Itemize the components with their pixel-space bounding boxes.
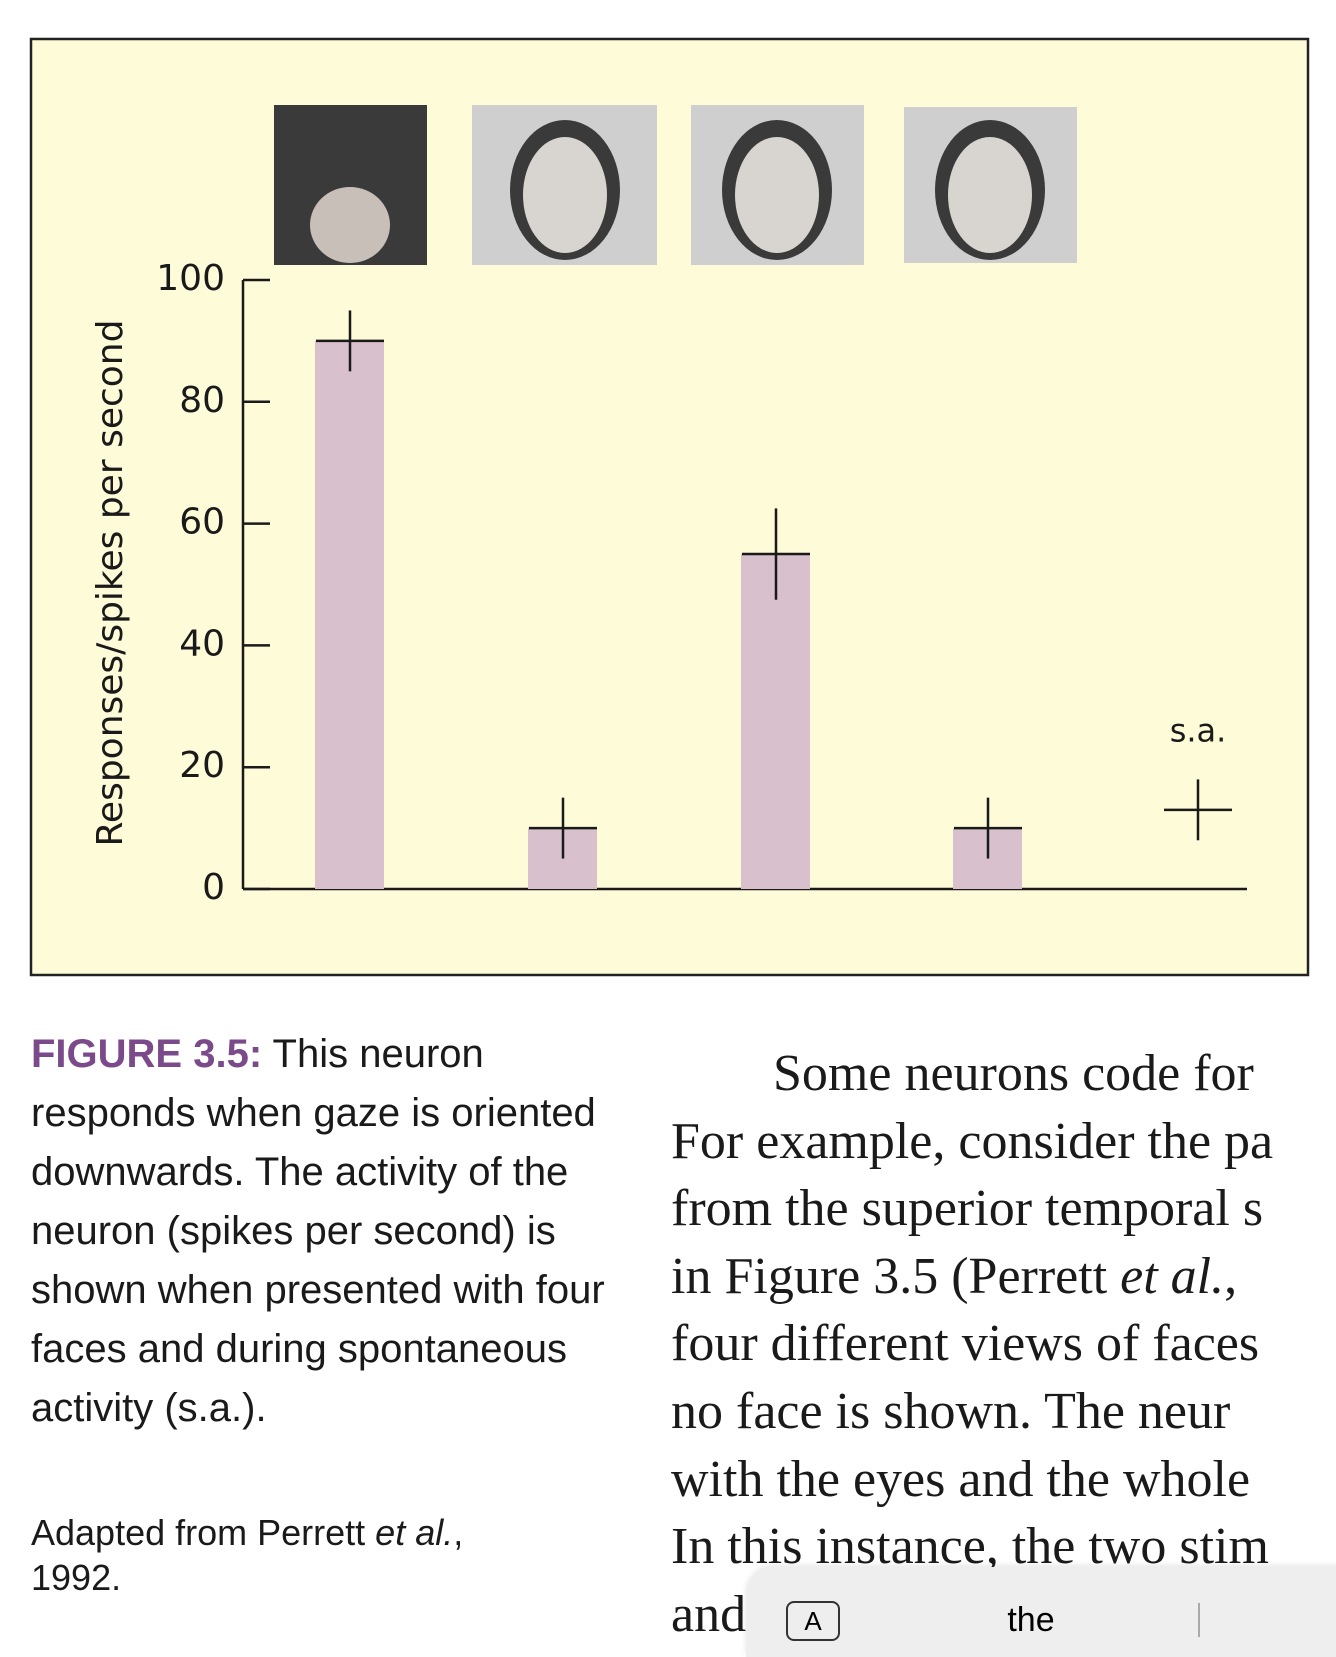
body-line: In this instance, the two stim	[671, 1518, 1269, 1576]
y-tick-label: 80	[179, 380, 225, 421]
face-image	[523, 137, 607, 253]
y-axis-label: Responses/spikes per second	[90, 320, 131, 847]
y-tick-label: 60	[179, 502, 225, 543]
source-text: 1992.	[31, 1557, 122, 1598]
face-image	[735, 137, 819, 253]
body-text-run: in Figure 3.5 (Perrett	[671, 1247, 1121, 1305]
face-image	[948, 137, 1032, 253]
bar	[741, 554, 810, 889]
category-label: s.a.	[1170, 711, 1227, 749]
divider	[1198, 1603, 1200, 1637]
source-text: et al.	[375, 1512, 454, 1553]
body-line: Some neurons code for	[773, 1045, 1254, 1102]
bar	[315, 340, 384, 889]
figure: Responses/spikes per second 0 20 40 60 80 100…	[29, 37, 1310, 977]
suggestion[interactable]: the	[1007, 1601, 1055, 1639]
body-text-run: ,	[1224, 1247, 1238, 1305]
body-text: Some neurons code for For example, consid…	[671, 1040, 1336, 1648]
y-tick-label: 20	[179, 745, 225, 786]
body-line: no face is shown. The neur	[671, 1382, 1231, 1440]
body-line: with the eyes and the whole	[671, 1450, 1251, 1508]
caption-text: This neuron responds when gaze is orient…	[31, 1032, 605, 1430]
body-line: and	[671, 1585, 747, 1643]
y-tick-label: 40	[179, 623, 225, 664]
caption-source: Adapted from Perrett et al., 1992.	[31, 1510, 463, 1600]
caption-label: FIGURE 3.5:	[31, 1032, 263, 1076]
body-line: in Figure 3.5 (Perrett et al.,	[671, 1243, 1336, 1311]
body-text-run: et al.	[1120, 1247, 1225, 1305]
body-line: four different views of faces	[671, 1315, 1260, 1373]
body-line: For example, consider the pa	[671, 1112, 1274, 1170]
keyboard-toolbar: A the	[746, 1567, 1336, 1657]
y-tick-label: 100	[156, 258, 225, 299]
face-images	[274, 105, 1077, 265]
source-text: Adapted from Perrett	[31, 1512, 376, 1553]
caption: FIGURE 3.5: This neuron responds when ga…	[31, 1025, 631, 1438]
text-format-button[interactable]: A	[786, 1601, 840, 1641]
face-image	[310, 187, 390, 263]
body-line: from the superior temporal s	[671, 1180, 1264, 1238]
y-tick-label: 0	[202, 867, 225, 908]
source-text: ,	[453, 1512, 464, 1553]
